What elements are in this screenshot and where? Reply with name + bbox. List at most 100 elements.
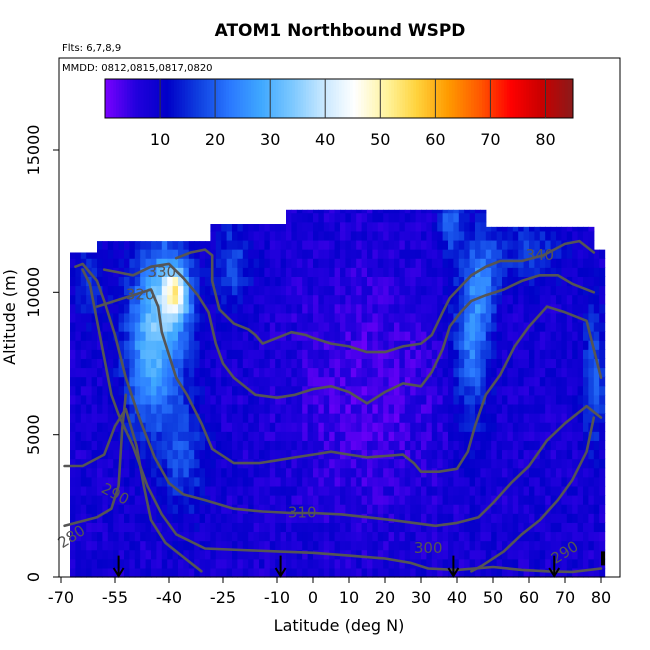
heatmap-cell [248, 403, 255, 414]
heatmap-cell [404, 504, 411, 514]
heatmap-cell [178, 321, 184, 332]
heatmap-cell [437, 331, 444, 341]
heatmap-cell [91, 258, 98, 268]
colorbar-segment [391, 79, 395, 118]
heatmap-cell [242, 340, 249, 350]
heatmap-cell [475, 476, 481, 487]
heatmap-cell [377, 431, 384, 441]
heatmap-cell [593, 522, 600, 533]
heatmap-cell [410, 249, 417, 259]
heatmap-cell [356, 495, 363, 505]
heatmap-cell [296, 258, 303, 268]
heatmap-cell [340, 294, 346, 305]
heatmap-cell [97, 358, 103, 369]
heatmap-cell [464, 558, 471, 569]
colorbar-segment [204, 79, 208, 118]
heatmap-cell [350, 321, 357, 332]
heatmap-cell [426, 558, 433, 569]
heatmap-cell [415, 312, 422, 323]
heatmap-cell [394, 367, 400, 378]
heatmap-cell [361, 212, 368, 223]
heatmap-cell [350, 285, 357, 296]
heatmap-cell [556, 331, 562, 341]
heatmap-cell [91, 531, 98, 542]
heatmap-cell [350, 267, 357, 277]
heatmap-cell [361, 449, 368, 460]
heatmap-cell [539, 431, 546, 441]
heatmap-cell [269, 224, 276, 232]
contour-290 [63, 407, 203, 573]
heatmap-cell [507, 285, 514, 296]
heatmap-cell [237, 230, 244, 241]
heatmap-cell [70, 540, 76, 551]
heatmap-cell [399, 567, 406, 578]
heatmap-cell [167, 558, 174, 569]
heatmap-cell [161, 303, 168, 314]
heatmap-cell [199, 440, 206, 451]
heatmap-cell [323, 449, 330, 460]
heatmap-cell [253, 449, 260, 460]
heatmap-cell [80, 331, 87, 341]
heatmap-cell [124, 476, 130, 487]
heatmap-cell [302, 403, 309, 414]
heatmap-cell [232, 449, 238, 460]
heatmap-cell [404, 221, 411, 232]
heatmap-cell [599, 440, 606, 451]
heatmap-cell [523, 294, 530, 305]
heatmap-cell [286, 258, 292, 268]
heatmap-cell [556, 458, 562, 469]
heatmap-cell [383, 367, 390, 378]
heatmap-cell [464, 476, 471, 487]
heatmap-cell [167, 422, 174, 432]
heatmap-cell [221, 485, 228, 496]
heatmap-cell [307, 267, 314, 277]
heatmap-cell [172, 540, 179, 551]
heatmap-cell [410, 321, 417, 332]
heatmap-cell [259, 413, 265, 423]
heatmap-cell [545, 358, 552, 369]
heatmap-cell [248, 485, 255, 496]
heatmap-cell [361, 385, 368, 396]
heatmap-cell [469, 476, 476, 487]
heatmap-cell [437, 413, 444, 423]
heatmap-cell [458, 467, 465, 478]
heatmap-cell [350, 476, 357, 487]
heatmap-cell [377, 422, 384, 432]
heatmap-cell [118, 495, 125, 505]
heatmap-cell [442, 558, 449, 569]
heatmap-cell [259, 376, 265, 387]
heatmap-cell [383, 467, 390, 478]
heatmap-cell [151, 531, 157, 542]
heatmap-cell [593, 531, 600, 542]
colorbar-segment [176, 79, 180, 118]
heatmap-cell [313, 367, 319, 378]
heatmap-cell [107, 349, 114, 359]
heatmap-cell [539, 458, 546, 469]
heatmap-cell [550, 467, 557, 478]
heatmap-cell [113, 358, 120, 369]
heatmap-cell [124, 567, 130, 578]
heatmap-cell [226, 349, 233, 359]
heatmap-cell [210, 294, 217, 305]
heatmap-cell [458, 558, 465, 569]
heatmap-cell [151, 331, 157, 341]
heatmap-cell [388, 303, 395, 314]
heatmap-cell [291, 449, 298, 460]
heatmap-cell [491, 226, 498, 232]
heatmap-cell [464, 385, 471, 396]
heatmap-cell [253, 431, 260, 441]
heatmap-cell [556, 267, 562, 277]
heatmap-cell [431, 239, 438, 250]
heatmap-cell [523, 431, 530, 441]
heatmap-cell [199, 267, 206, 277]
heatmap-cell [356, 549, 363, 560]
heatmap-cell [448, 540, 454, 551]
heatmap-cell [291, 267, 298, 277]
heatmap-cell [367, 376, 373, 387]
heatmap-cell [264, 349, 271, 359]
heatmap-cell [86, 403, 93, 414]
heatmap-cell [453, 376, 460, 387]
heatmap-cell [151, 321, 157, 332]
heatmap-cell [480, 367, 487, 378]
y-tick-label: 5000 [24, 414, 43, 455]
